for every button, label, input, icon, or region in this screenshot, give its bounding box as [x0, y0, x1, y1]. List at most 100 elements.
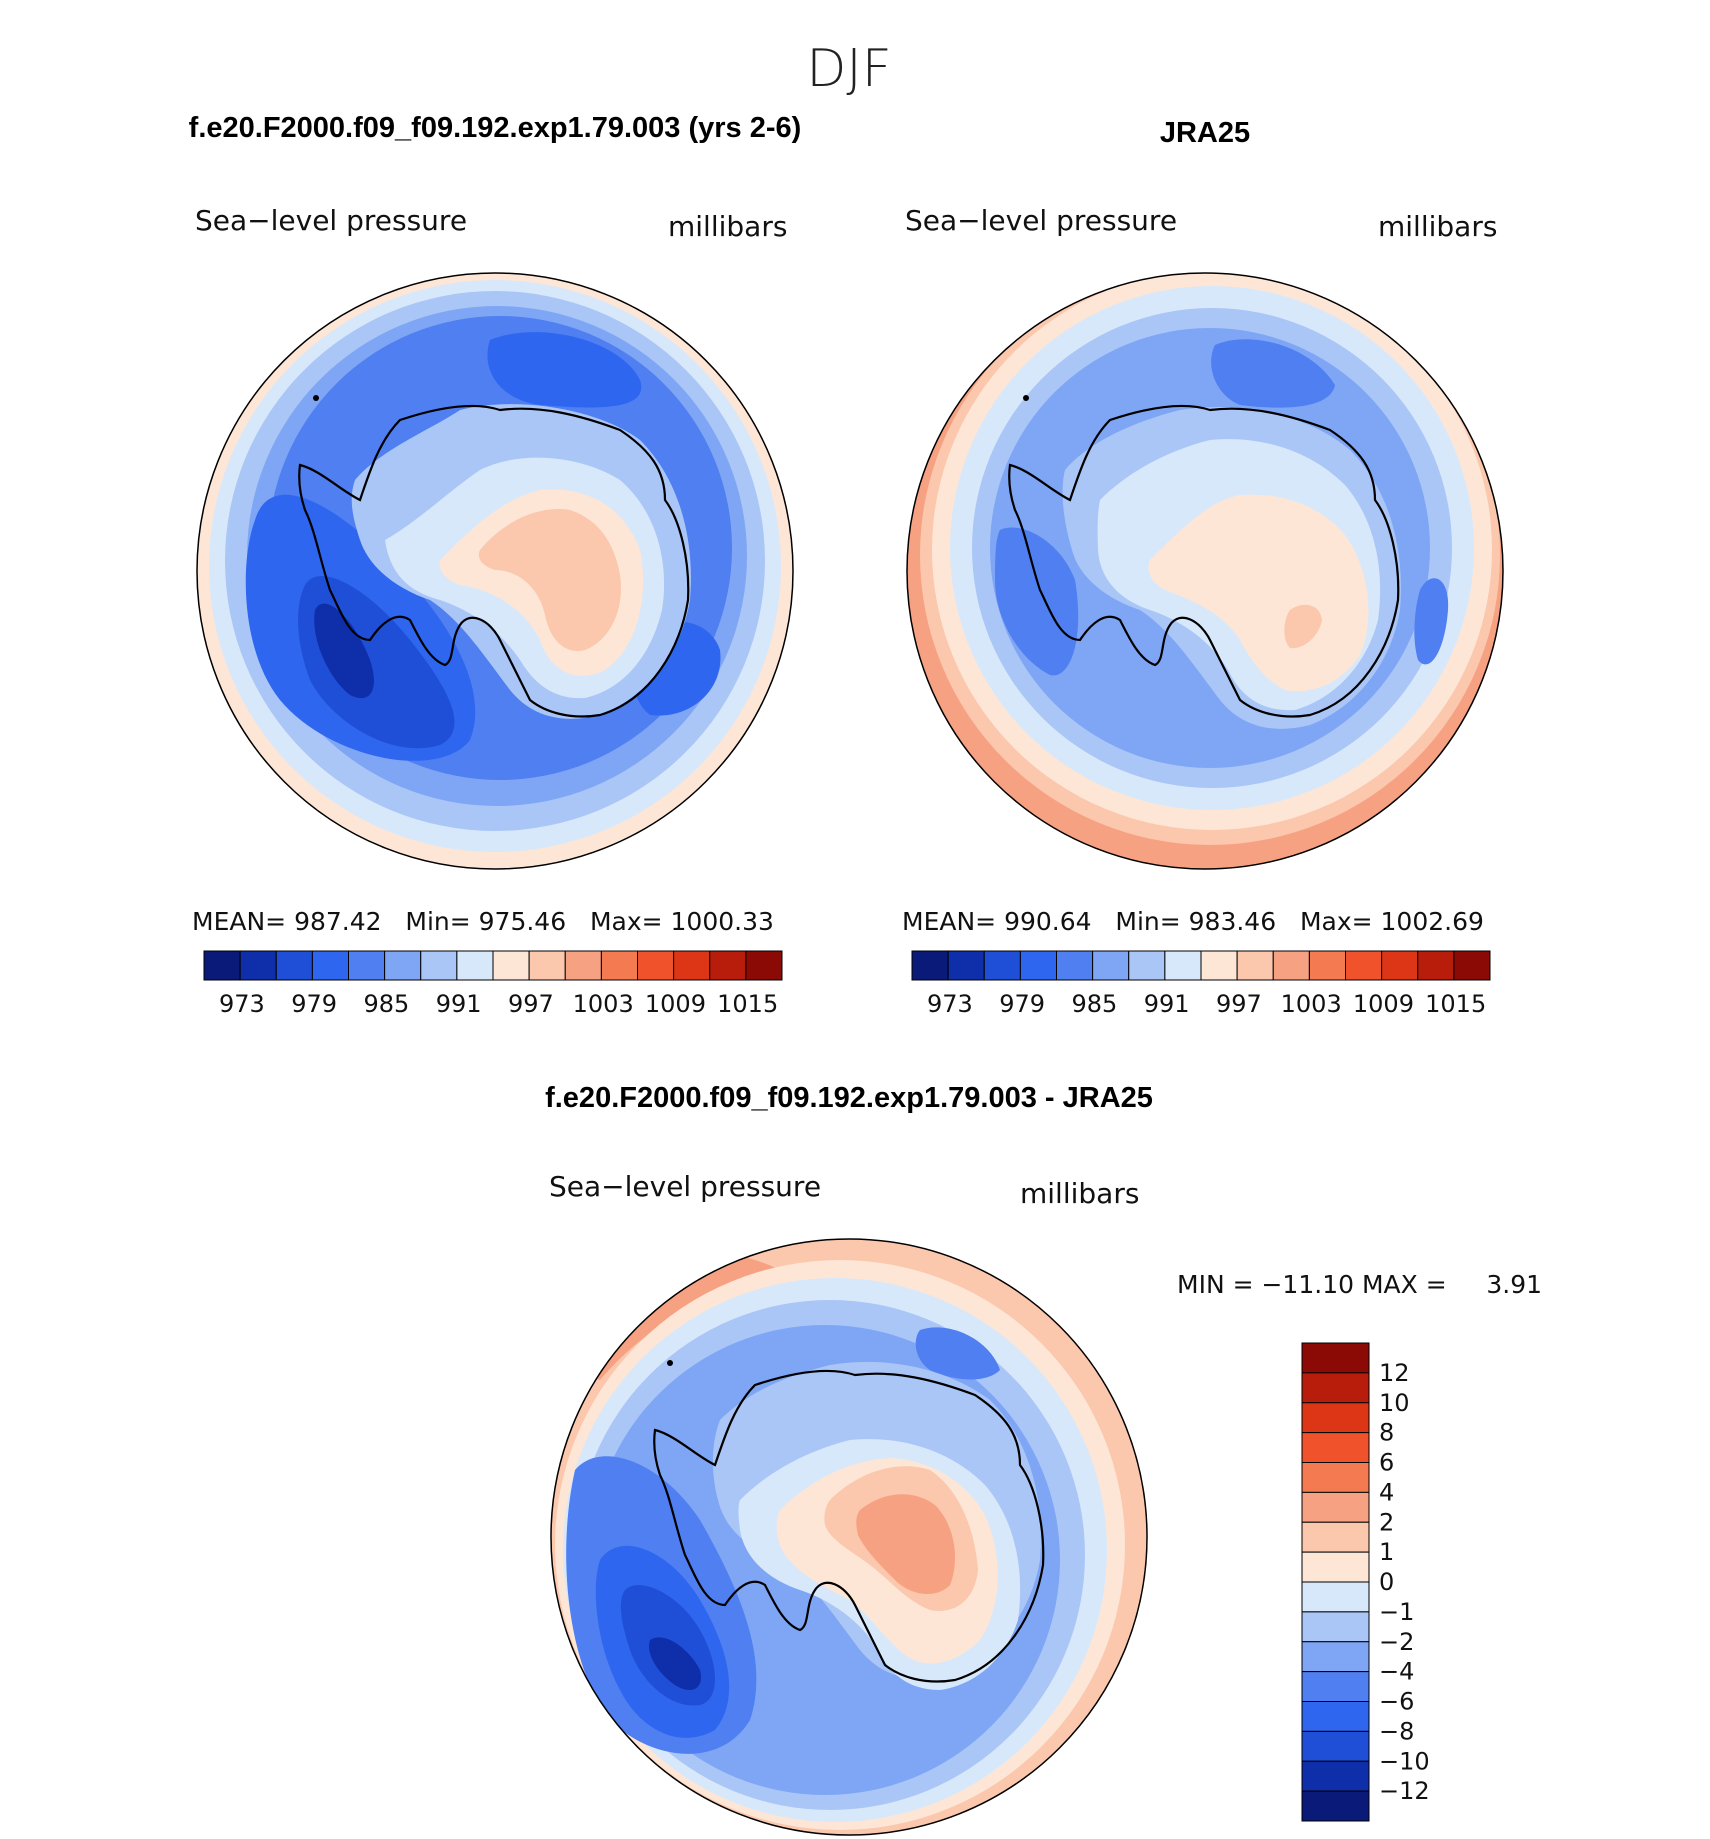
diff-colorbar-swatch	[1301, 1372, 1370, 1404]
diff-colorbar-tick-label: −12	[1379, 1777, 1430, 1805]
model-map-coastline	[298, 404, 690, 718]
obs-colorbar-swatch	[1236, 950, 1274, 981]
diff-colorbar-tick-label: 8	[1379, 1419, 1394, 1447]
diff-map	[551, 1239, 1147, 1835]
model-colorbar-swatch	[384, 950, 422, 981]
model-colorbar-swatch	[600, 950, 638, 981]
model-colorbar-swatch	[311, 950, 349, 981]
model-colorbar-swatch	[275, 950, 313, 981]
model-colorbar-swatch	[673, 950, 711, 981]
diff-colorbar-swatch	[1301, 1760, 1370, 1792]
obs-colorbar-swatch	[1272, 950, 1310, 981]
obs-colorbar: 973 979 985 991 997 1003 1009 1015	[911, 950, 1491, 1018]
model-colorbar-swatch	[637, 950, 675, 981]
diff-colorbar-tick-label: 4	[1379, 1478, 1394, 1506]
obs-colorbar-swatch	[1453, 950, 1491, 981]
obs-variable-label: Sea−level pressure	[905, 204, 1177, 237]
model-map	[197, 273, 793, 869]
model-map-border	[196, 272, 794, 870]
model-colorbar-swatch	[348, 950, 386, 981]
diff-colorbar-swatch	[1301, 1701, 1370, 1732]
obs-colorbar-swatch	[1019, 950, 1057, 981]
diff-colorbar-tick-label: −4	[1379, 1658, 1414, 1686]
diff-colorbar-swatch	[1301, 1551, 1370, 1583]
obs-colorbar-tick-label: 979	[999, 990, 1045, 1018]
model-colorbar-swatch	[709, 950, 747, 981]
diff-colorbar-swatch	[1301, 1790, 1370, 1822]
model-panel: f.e20.F2000.f09_f09.192.exp1.79.003 (yrs…	[189, 112, 802, 1018]
diff-colorbar-swatch	[1301, 1730, 1370, 1762]
obs-map-pole-high	[1284, 604, 1322, 649]
diff-colorbar-tick-label: −1	[1379, 1598, 1414, 1626]
obs-colorbar-tick-label: 1015	[1425, 990, 1486, 1018]
model-colorbar-swatch	[528, 950, 566, 981]
diff-map-pole-max	[856, 1494, 955, 1595]
diff-colorbar-tick-label: −2	[1379, 1628, 1414, 1656]
obs-colorbar-tick-label: 997	[1216, 990, 1262, 1018]
obs-map-island	[1023, 395, 1029, 401]
model-colorbar-swatch	[564, 950, 602, 981]
obs-colorbar-tick-label: 991	[1144, 990, 1190, 1018]
diff-map-low-core	[649, 1637, 701, 1690]
obs-stats-text: MEAN= 990.64 Min= 983.46 Max= 1002.69	[902, 907, 1484, 936]
obs-panel: JRA25 Sea−level pressure millibars MEAN=…	[902, 117, 1504, 1018]
diff-map-island	[667, 1360, 673, 1366]
diff-colorbar-swatch	[1301, 1342, 1370, 1374]
diff-colorbar-tick-label: 1	[1379, 1538, 1394, 1566]
obs-colorbar-tick-label: 1003	[1281, 990, 1342, 1018]
diff-colorbar-swatch	[1301, 1402, 1370, 1434]
obs-map-pole	[1148, 494, 1369, 692]
diff-minmax-text: MIN = −11.10 MAX = 3.91	[1177, 1270, 1542, 1299]
model-colorbar-tick-label: 979	[291, 990, 337, 1018]
diff-colorbar-tick-label: −8	[1379, 1717, 1414, 1745]
diff-map-coastline	[653, 1369, 1045, 1683]
diff-colorbar-tick-label: 6	[1379, 1449, 1394, 1477]
diff-colorbar-swatch	[1301, 1611, 1370, 1643]
obs-colorbar-swatch	[1092, 950, 1130, 981]
obs-colorbar-swatch	[983, 950, 1021, 981]
model-colorbar-tick-label: 985	[364, 990, 410, 1018]
diff-map-border	[550, 1238, 1148, 1836]
model-map-low-center	[314, 603, 374, 699]
model-colorbar-tick-label: 1015	[717, 990, 778, 1018]
obs-map-low-east	[1414, 578, 1449, 665]
model-colorbar-tick-label: 991	[436, 990, 482, 1018]
model-panel-title: f.e20.F2000.f09_f09.192.exp1.79.003 (yrs…	[189, 112, 802, 144]
diff-units-label: millibars	[1020, 1177, 1139, 1210]
diff-colorbar-swatch	[1301, 1641, 1370, 1673]
obs-map-low-north	[1211, 339, 1335, 408]
obs-colorbar-swatch	[1164, 950, 1202, 981]
obs-colorbar-swatch	[1345, 950, 1383, 981]
model-colorbar-tick-label: 1009	[645, 990, 706, 1018]
model-colorbar-tick-label: 1003	[573, 990, 634, 1018]
model-colorbar-tick-label: 997	[508, 990, 554, 1018]
model-colorbar-swatch	[420, 950, 458, 981]
model-colorbar-swatch	[456, 950, 494, 981]
obs-colorbar-swatch	[1128, 950, 1166, 981]
obs-colorbar-tick-label: 973	[927, 990, 973, 1018]
diff-panel: f.e20.F2000.f09_f09.192.exp1.79.003 - JR…	[545, 1082, 1542, 1836]
model-colorbar-tick-label: 973	[219, 990, 265, 1018]
obs-colorbar-tick-label: 985	[1072, 990, 1118, 1018]
obs-map-border	[906, 272, 1504, 870]
model-colorbar: 973 979 985 991 997 1003 1009 1015	[203, 950, 783, 1018]
diff-colorbar-swatch	[1301, 1671, 1370, 1702]
obs-panel-title: JRA25	[1160, 117, 1250, 149]
diff-variable-label: Sea−level pressure	[549, 1170, 821, 1203]
diff-colorbar-tick-label: 10	[1379, 1389, 1410, 1417]
model-stats-text: MEAN= 987.42 Min= 975.46 Max= 1000.33	[192, 907, 774, 936]
model-colorbar-swatch	[239, 950, 277, 981]
model-colorbar-swatch	[203, 950, 241, 981]
diff-colorbar-swatch	[1301, 1521, 1370, 1553]
model-map-pole-high	[478, 509, 621, 651]
model-map-island	[313, 395, 319, 401]
model-colorbar-swatch	[745, 950, 783, 981]
diff-colorbar-swatch	[1301, 1491, 1370, 1523]
diff-panel-title: f.e20.F2000.f09_f09.192.exp1.79.003 - JR…	[545, 1082, 1153, 1114]
obs-map-low-west	[995, 527, 1079, 676]
diff-colorbar-swatch	[1301, 1432, 1370, 1463]
season-title: DJF	[806, 39, 891, 99]
obs-units-label: millibars	[1378, 210, 1497, 243]
diff-colorbar-swatch	[1301, 1462, 1370, 1493]
